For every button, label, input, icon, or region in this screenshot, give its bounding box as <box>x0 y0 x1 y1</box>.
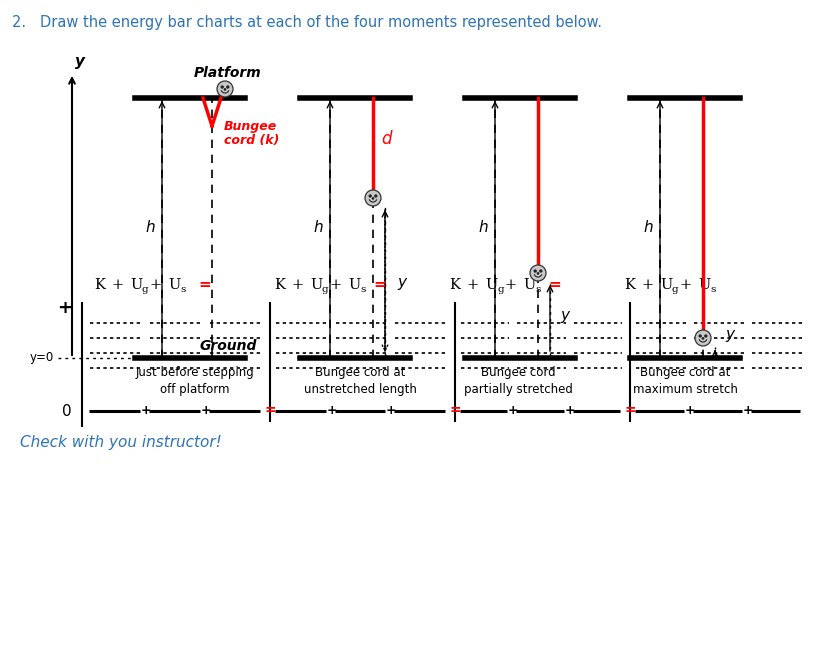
Text: y: y <box>75 54 85 69</box>
Text: =: = <box>264 403 276 417</box>
Circle shape <box>705 335 706 337</box>
Text: +: + <box>292 278 304 292</box>
Text: U: U <box>168 278 180 292</box>
Text: s: s <box>360 285 365 293</box>
Circle shape <box>534 270 536 272</box>
Circle shape <box>530 265 546 281</box>
Text: Ground: Ground <box>200 339 257 353</box>
Text: +: + <box>201 404 212 417</box>
Text: Bungee: Bungee <box>224 120 278 133</box>
Text: +: + <box>150 278 162 292</box>
Circle shape <box>540 270 542 272</box>
Text: h: h <box>145 221 155 236</box>
Text: y: y <box>560 308 569 323</box>
Text: U: U <box>485 278 497 292</box>
Text: +: + <box>140 404 151 417</box>
Text: U: U <box>130 278 142 292</box>
Text: U: U <box>698 278 710 292</box>
Text: =: = <box>374 278 386 292</box>
Text: K: K <box>450 278 461 292</box>
Text: Bungee cord at
maximum stretch: Bungee cord at maximum stretch <box>633 366 737 396</box>
Text: +: + <box>326 404 337 417</box>
Text: h: h <box>644 221 653 236</box>
Text: =: = <box>449 403 461 417</box>
Text: g: g <box>322 285 329 293</box>
Text: +: + <box>685 404 696 417</box>
Text: +: + <box>642 278 654 292</box>
Text: +: + <box>57 299 72 317</box>
Text: Platform: Platform <box>194 66 262 80</box>
Text: +: + <box>680 278 692 292</box>
Text: Check with you instructor!: Check with you instructor! <box>20 435 222 450</box>
Circle shape <box>699 335 701 337</box>
Text: d: d <box>381 129 391 148</box>
Text: U: U <box>522 278 535 292</box>
Circle shape <box>372 198 374 199</box>
Text: cord (k): cord (k) <box>224 134 279 147</box>
Text: 0: 0 <box>63 404 72 419</box>
Circle shape <box>375 195 377 197</box>
Text: s: s <box>180 285 186 293</box>
Text: g: g <box>142 285 149 293</box>
Text: K: K <box>94 278 105 292</box>
Text: =: = <box>199 278 212 292</box>
Text: s: s <box>535 285 540 293</box>
Text: +: + <box>467 278 479 292</box>
Text: g: g <box>497 285 503 293</box>
Circle shape <box>370 195 371 197</box>
Text: y=0: y=0 <box>30 351 54 364</box>
Text: U: U <box>660 278 672 292</box>
Text: Just before stepping
off platform: Just before stepping off platform <box>135 366 254 396</box>
Text: +: + <box>386 404 396 417</box>
Text: K: K <box>624 278 635 292</box>
Text: =: = <box>548 278 562 292</box>
Text: s: s <box>710 285 716 293</box>
Circle shape <box>217 81 233 97</box>
Circle shape <box>222 86 223 88</box>
Text: +: + <box>564 404 575 417</box>
Text: y: y <box>725 328 734 343</box>
Circle shape <box>702 338 704 339</box>
Text: y: y <box>397 276 406 291</box>
Text: +: + <box>505 278 517 292</box>
Text: Bungee cord
partially stretched: Bungee cord partially stretched <box>464 366 573 396</box>
Text: +: + <box>112 278 124 292</box>
Circle shape <box>695 330 711 346</box>
Text: +: + <box>742 404 753 417</box>
Text: Bungee cord at
unstretched length: Bungee cord at unstretched length <box>303 366 416 396</box>
Text: U: U <box>348 278 360 292</box>
Text: h: h <box>314 221 323 236</box>
Text: U: U <box>310 278 322 292</box>
Text: 2.   Draw the energy bar charts at each of the four moments represented below.: 2. Draw the energy bar charts at each of… <box>12 15 602 30</box>
Text: =: = <box>624 403 636 417</box>
Circle shape <box>227 86 229 88</box>
Text: g: g <box>672 285 679 293</box>
Circle shape <box>365 190 381 206</box>
Text: +: + <box>508 404 518 417</box>
Text: h: h <box>478 221 488 236</box>
Text: K: K <box>274 278 286 292</box>
Text: +: + <box>330 278 342 292</box>
Circle shape <box>224 89 226 90</box>
